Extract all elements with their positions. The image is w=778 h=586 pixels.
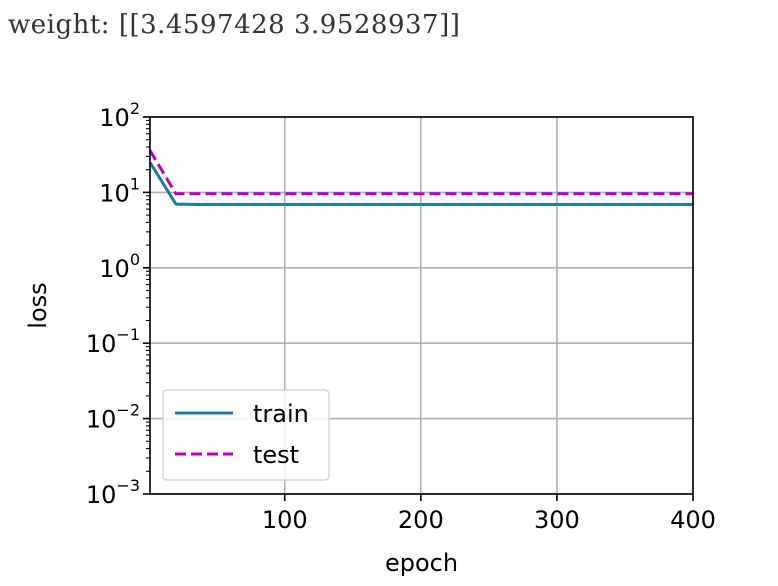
y-tick-label: 10−3 [86,476,140,509]
y-axis-label: loss [24,282,52,328]
series-lines [148,149,693,207]
legend-label-test: test [253,441,299,469]
legend-label-train: train [253,400,309,428]
weight-label: weight: [8,10,111,40]
legend: train test [162,389,330,481]
series-line-test [148,149,693,196]
x-tick-label: 200 [398,506,444,534]
y-tick-label: 101 [99,174,140,207]
series-line-train [148,161,693,207]
y-tick-label: 10−2 [86,401,140,434]
x-tick-label: 100 [262,506,308,534]
x-tick-label: 400 [670,506,716,534]
y-tick-label: 10−1 [86,325,140,358]
x-axis-label: epoch [385,549,458,577]
y-tick-label: 100 [99,250,140,283]
x-tick-label: 300 [534,506,580,534]
weight-output: weight: [[3.4597428 3.9528937]] [8,10,460,40]
ticks: 100 200 300 400 10−3 10−2 10−1 100 101 102 [86,99,716,534]
weight-value: [[3.4597428 3.9528937]] [118,10,461,40]
y-tick-label: 102 [99,99,140,132]
